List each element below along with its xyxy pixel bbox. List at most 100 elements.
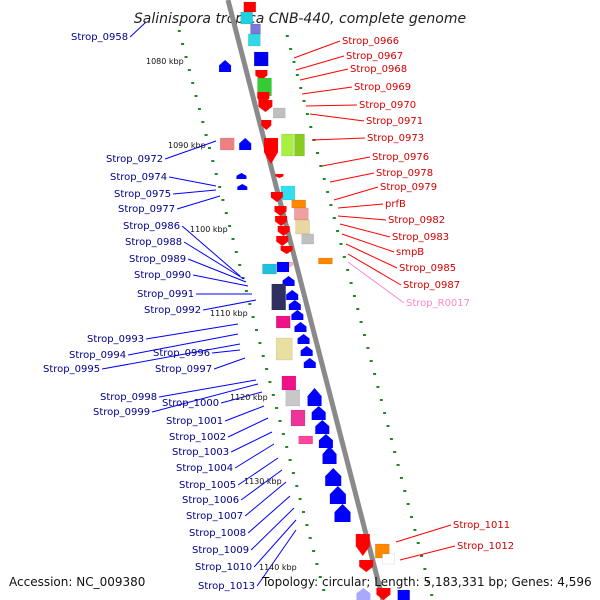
label-leader-line bbox=[193, 274, 249, 287]
label-leader-line bbox=[337, 203, 384, 209]
track-tick bbox=[332, 217, 336, 219]
label-leader-line bbox=[311, 137, 366, 141]
gene-arrow-reverse bbox=[307, 388, 322, 406]
gene-label-forward: Strop_0971 bbox=[366, 116, 423, 127]
accession-text: Accession: NC_009380 bbox=[9, 575, 145, 589]
gene-label-reverse: Strop_1000 bbox=[162, 398, 219, 409]
gene-label-forward: Strop_0982 bbox=[388, 215, 445, 226]
gene-feature bbox=[382, 553, 395, 565]
gene-feature bbox=[271, 283, 286, 311]
track-tick bbox=[291, 472, 295, 474]
gene-feature bbox=[276, 261, 290, 273]
track-tick bbox=[426, 581, 430, 583]
topology-text: Topology: circular; Length: 5,183,331 bp… bbox=[261, 575, 592, 589]
gene-feature bbox=[243, 1, 257, 13]
label-leader-line bbox=[347, 253, 402, 286]
gene-arrow-forward bbox=[280, 246, 293, 254]
gene-label-reverse: Strop_0991 bbox=[137, 289, 194, 300]
gene-arrow-forward bbox=[355, 534, 370, 556]
track-tick bbox=[349, 282, 353, 284]
gene-label-forward: Strop_0976 bbox=[372, 152, 429, 163]
label-leader-line bbox=[164, 140, 217, 160]
gene-feature bbox=[397, 589, 410, 600]
kbp-tick-label: 1090 kbp bbox=[168, 141, 206, 150]
track-tick bbox=[363, 334, 366, 336]
track-tick bbox=[285, 446, 289, 448]
track-tick bbox=[410, 516, 413, 518]
label-leader-line bbox=[173, 189, 217, 195]
track-tick bbox=[295, 485, 299, 487]
gene-arrow-reverse bbox=[356, 588, 371, 600]
track-tick bbox=[234, 251, 238, 253]
gene-arrow-reverse bbox=[282, 276, 295, 286]
track-tick bbox=[305, 524, 309, 526]
track-tick bbox=[268, 381, 272, 383]
gene-arrow-reverse bbox=[318, 434, 333, 448]
track-tick bbox=[201, 121, 205, 123]
kbp-tick-label: 1100 kbp bbox=[190, 225, 228, 234]
gene-feature bbox=[285, 389, 301, 407]
track-tick bbox=[288, 459, 292, 461]
gene-label-forward: Strop_0970 bbox=[359, 100, 416, 111]
label-leader-line bbox=[329, 172, 375, 183]
track-tick bbox=[420, 555, 424, 557]
track-tick bbox=[275, 407, 279, 409]
label-leader-line bbox=[128, 333, 239, 356]
track-tick bbox=[214, 173, 218, 175]
track-tick bbox=[322, 178, 326, 180]
gene-label-forward: Strop_0978 bbox=[376, 168, 433, 179]
gene-feature bbox=[295, 219, 310, 235]
gene-feature bbox=[219, 137, 235, 151]
gene-label-forward: Strop_R0017 bbox=[406, 298, 470, 309]
track-tick bbox=[423, 568, 427, 570]
kbp-tick-label: 1140 kbp bbox=[259, 563, 297, 572]
gene-label-forward: Strop_0966 bbox=[342, 36, 399, 47]
label-leader-line bbox=[247, 495, 291, 534]
label-leader-line bbox=[181, 225, 241, 277]
track-tick bbox=[318, 576, 322, 578]
label-leader-line bbox=[230, 431, 273, 453]
kbp-tick-label: 1080 kbp bbox=[146, 57, 184, 66]
gene-arrow-reverse bbox=[303, 358, 316, 368]
gene-label-reverse: Strop_0972 bbox=[106, 154, 163, 165]
label-leader-line bbox=[237, 457, 279, 486]
gene-arrow-forward bbox=[376, 588, 391, 600]
track-tick bbox=[211, 160, 215, 162]
gene-label-reverse: Strop_0999 bbox=[93, 407, 150, 418]
gene-label-reverse: Strop_0988 bbox=[125, 237, 182, 248]
track-tick bbox=[285, 35, 289, 37]
label-leader-line bbox=[176, 195, 221, 210]
track-tick bbox=[416, 542, 420, 544]
gene-feature bbox=[281, 133, 294, 157]
label-leader-line bbox=[347, 261, 405, 304]
track-tick bbox=[271, 394, 275, 396]
track-tick bbox=[177, 30, 181, 32]
gene-label-reverse: Strop_0994 bbox=[69, 350, 126, 361]
label-leader-line bbox=[183, 241, 245, 280]
gene-label-forward: Strop_0968 bbox=[350, 64, 407, 75]
label-leader-line bbox=[213, 357, 246, 370]
label-leader-line bbox=[341, 233, 395, 253]
gene-label-reverse: Strop_1002 bbox=[169, 432, 226, 443]
track-tick bbox=[389, 438, 393, 440]
label-leader-line bbox=[227, 417, 269, 438]
track-tick bbox=[356, 308, 360, 310]
kbp-tick-label: 1130 kbp bbox=[244, 477, 282, 486]
track-tick bbox=[316, 152, 319, 154]
label-leader-line bbox=[293, 40, 341, 59]
gene-arrow-reverse bbox=[294, 322, 307, 332]
gene-label-reverse: Strop_1013 bbox=[198, 581, 255, 592]
gene-arrow-forward bbox=[274, 206, 287, 216]
gene-arrow-reverse bbox=[291, 310, 304, 320]
track-tick bbox=[309, 126, 313, 128]
gene-feature bbox=[290, 409, 306, 427]
label-leader-line bbox=[345, 243, 398, 269]
track-tick bbox=[315, 563, 319, 565]
gene-label-forward: Strop_0969 bbox=[354, 82, 411, 93]
track-tick bbox=[238, 264, 242, 266]
track-tick bbox=[258, 342, 262, 344]
label-leader-line bbox=[187, 258, 247, 283]
gene-label-reverse: Strop_0998 bbox=[100, 392, 157, 403]
